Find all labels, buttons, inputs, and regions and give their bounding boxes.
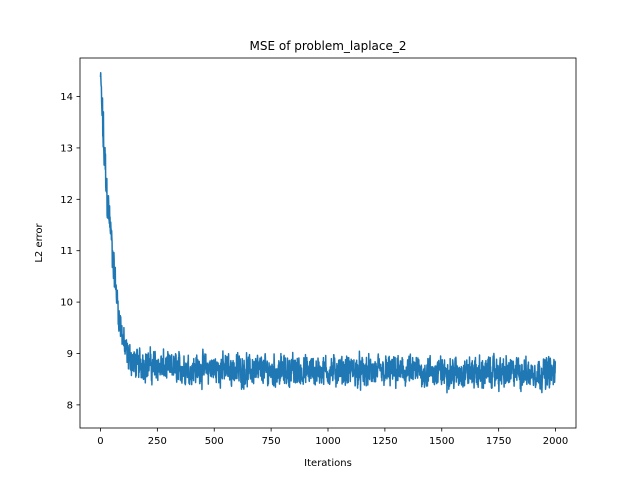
y-tick-label: 10: [60, 298, 73, 309]
y-tick-label: 14: [60, 92, 73, 103]
y-axis-label: L2 error: [34, 222, 45, 262]
y-tick-label: 12: [60, 195, 73, 206]
plot-frame: [79, 57, 577, 429]
series-line: [99, 71, 557, 394]
x-tick-label: 1500: [429, 436, 454, 447]
y-tick-label: 8: [67, 400, 73, 411]
x-tick-label: 1250: [372, 436, 397, 447]
x-tick-label: 500: [205, 436, 224, 447]
y-tick-label: 13: [60, 143, 73, 154]
chart-title: MSE of problem_laplace_2: [249, 39, 406, 53]
y-axis-ticks: 8 9 10 11 12 13 14: [60, 92, 80, 411]
x-axis-ticks: 0 250 500 750 1000 1250 1500 1750 2000: [97, 428, 568, 447]
plot-area: [99, 71, 557, 394]
x-tick-label: 0: [97, 436, 103, 447]
x-tick-label: 1750: [486, 436, 511, 447]
x-tick-label: 1000: [315, 436, 340, 447]
x-axis-label: Iterations: [304, 458, 352, 469]
y-tick-label: 9: [67, 349, 73, 360]
x-tick-label: 750: [262, 436, 281, 447]
x-tick-label: 250: [148, 436, 167, 447]
x-tick-label: 2000: [543, 436, 568, 447]
y-tick-label: 11: [60, 246, 73, 257]
